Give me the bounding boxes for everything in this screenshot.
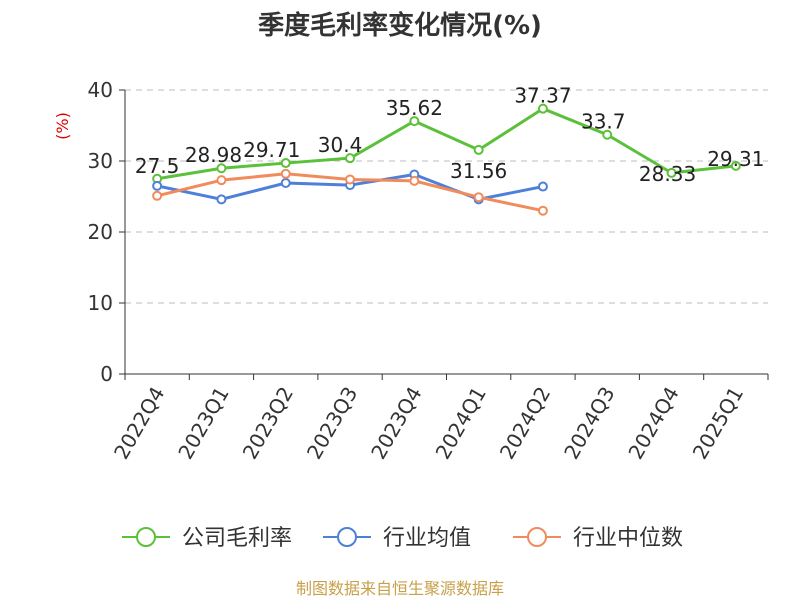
y-tick-label: 10 bbox=[88, 291, 113, 315]
legend-label: 公司毛利率 bbox=[182, 526, 292, 551]
x-tick-labels: 2022Q4 2023Q1 2023Q2 2023Q3 2023Q4 2024Q1 2024… bbox=[109, 383, 748, 464]
axes bbox=[119, 89, 769, 380]
series-group bbox=[152, 103, 741, 216]
y-tick-label: 30 bbox=[88, 149, 113, 173]
series-point bbox=[216, 175, 227, 186]
legend-label: 行业均值 bbox=[383, 526, 471, 551]
x-tick-label: 2025Q1 bbox=[688, 383, 748, 464]
series-point bbox=[602, 129, 613, 140]
y-tick-labels: 0 10 20 30 40 bbox=[88, 78, 113, 386]
series-point bbox=[409, 116, 420, 127]
x-tick-label: 2024Q4 bbox=[623, 383, 683, 464]
y-tick-label: 20 bbox=[88, 220, 113, 244]
data-labels: 27.5 28.98 29.71 30.4 35.62 31.56 37.37 33.7 28.… bbox=[135, 84, 765, 186]
x-tick-label: 2022Q4 bbox=[109, 383, 169, 464]
x-tick-label: 2024Q3 bbox=[559, 383, 619, 464]
series-point bbox=[216, 163, 227, 174]
data-label: 29.71 bbox=[243, 138, 300, 162]
data-label: 28.98 bbox=[185, 143, 242, 167]
y-axis-label: (%) bbox=[53, 112, 72, 140]
series-point bbox=[473, 192, 484, 203]
series-point bbox=[666, 167, 677, 178]
x-tick-label: 2024Q1 bbox=[431, 383, 491, 464]
x-tick-label: 2023Q3 bbox=[302, 383, 362, 464]
series-point bbox=[537, 205, 548, 216]
x-tick-label: 2023Q2 bbox=[238, 383, 298, 464]
legend-marker bbox=[337, 527, 357, 547]
series-point bbox=[409, 175, 420, 186]
grid-lines bbox=[125, 89, 768, 304]
series-point bbox=[537, 103, 548, 114]
data-label: 28.33 bbox=[639, 162, 696, 186]
series-point bbox=[152, 190, 163, 201]
legend-marker bbox=[527, 527, 547, 547]
data-label: 30.4 bbox=[318, 133, 363, 157]
data-label: 27.5 bbox=[135, 154, 180, 178]
source-note: 制图数据来自恒生聚源数据库 bbox=[296, 579, 504, 598]
data-label: 29.31 bbox=[707, 147, 764, 171]
series-point bbox=[345, 153, 356, 164]
series-point bbox=[730, 160, 741, 171]
series-point bbox=[345, 174, 356, 185]
series-point bbox=[280, 158, 291, 169]
data-label: 37.37 bbox=[514, 84, 571, 108]
chart-title: 季度毛利率变化情况(%) bbox=[258, 10, 542, 41]
legend-label: 行业中位数 bbox=[573, 526, 683, 551]
series-point bbox=[473, 144, 484, 155]
x-tick-label: 2024Q2 bbox=[495, 383, 555, 464]
x-tick-label: 2023Q1 bbox=[173, 383, 233, 464]
series-point bbox=[537, 181, 548, 192]
y-tick-label: 40 bbox=[88, 78, 113, 102]
y-tick-label: 0 bbox=[100, 362, 113, 386]
series-point bbox=[280, 178, 291, 189]
series-point bbox=[280, 168, 291, 179]
data-label: 35.62 bbox=[386, 96, 443, 120]
data-label: 33.7 bbox=[581, 110, 626, 134]
series-point bbox=[152, 180, 163, 191]
legend: 公司毛利率 行业均值 行业中位数 bbox=[122, 526, 683, 551]
legend-marker bbox=[136, 527, 156, 547]
x-tick-label: 2023Q4 bbox=[366, 383, 426, 464]
data-label: 31.56 bbox=[450, 159, 507, 183]
series-line bbox=[156, 107, 737, 181]
series-point bbox=[216, 194, 227, 205]
